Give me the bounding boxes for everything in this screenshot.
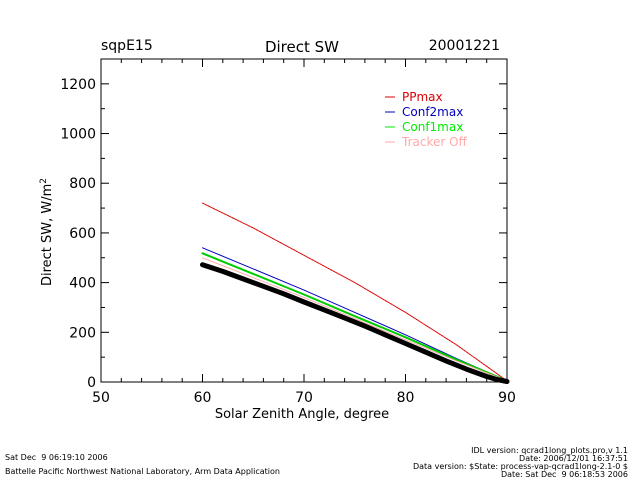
x-tick-label: 50: [92, 390, 110, 406]
series-line-measured: [200, 262, 510, 384]
y-axis-label-sup: 2: [39, 178, 49, 184]
series-line-conf1max: [201, 252, 508, 382]
site-label: sqpE15: [101, 38, 153, 54]
footer-data-version: Data version: $State: process-vap-qcrad1…: [412, 462, 628, 471]
series-lines: [200, 202, 510, 384]
series-line-conf2max: [202, 247, 508, 382]
x-tick-label: 70: [295, 390, 313, 406]
series-line-tracker-off: [202, 257, 508, 382]
y-tick-label: 600: [69, 226, 96, 242]
footer-idl-version: IDL version: qcrad1long_plots.pro,v 1.1: [471, 446, 628, 455]
x-tick-label: 80: [397, 390, 415, 406]
footer-data-date: Date: Sat Dec 9 06:18:53 2006: [500, 470, 628, 479]
x-tick-label: 60: [194, 390, 212, 406]
y-axis-label-main: Direct SW, W/m: [40, 184, 55, 286]
y-axis-label: Direct SW, W/m2: [39, 178, 55, 286]
legend-label: Tracker Off: [401, 135, 468, 149]
axis-ticks: 50 60 70 80 90 0 200 400 600 800 1000 1200: [60, 59, 516, 406]
legend-label: Conf1max: [402, 120, 463, 134]
chart-title: Direct SW: [265, 38, 339, 56]
y-tick-label: 1000: [60, 127, 96, 143]
series-line-ppmax: [202, 202, 508, 382]
y-tick-label: 200: [69, 325, 96, 341]
y-tick-label: 400: [69, 276, 96, 292]
y-tick-label: 1200: [60, 77, 96, 93]
footer-version-info: IDL version: qcrad1long_plots.pro,v 1.1 …: [413, 447, 628, 479]
date-label: 20001221: [429, 38, 500, 54]
legend-label: PPmax: [402, 90, 443, 104]
plot-frame: [100, 58, 508, 383]
footer-code-date: Date: 2006/12/01 16:37:51: [519, 454, 628, 463]
x-axis-label: Solar Zenith Angle, degree: [215, 407, 389, 422]
y-tick-label: 0: [87, 375, 96, 391]
y-tick-label: 800: [69, 176, 96, 192]
footer-timestamp: Sat Dec 9 06:19:10 2006: [5, 453, 108, 462]
x-tick-label: 90: [498, 390, 516, 406]
legend-label: Conf2max: [402, 105, 463, 119]
footer-organization: Battelle Pacific Northwest National Labo…: [5, 467, 280, 476]
